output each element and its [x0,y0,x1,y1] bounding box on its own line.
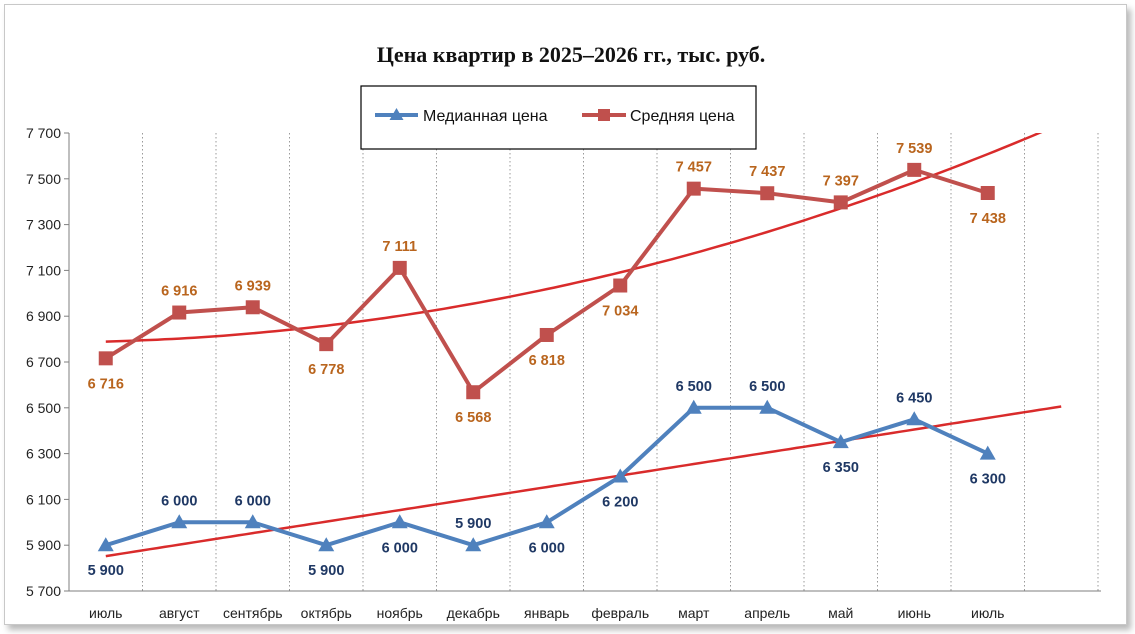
data-label-median: 6 200 [602,495,638,511]
x-tick-label: январь [524,605,569,621]
marker-mean [686,181,701,196]
x-tick-label: май [828,605,853,621]
data-label-mean: 7 438 [970,211,1006,227]
marker-mean [466,385,481,400]
data-label-mean: 7 437 [749,164,785,180]
data-label-mean: 7 111 [382,239,417,255]
x-tick-label: декабрь [447,605,500,621]
marker-mean [539,327,554,342]
data-label-mean: 6 778 [308,362,344,378]
x-axis-ticks: июль август сентябрь октябрь ноябрь декабрь ян… [89,605,1004,621]
data-labels: 5 900 6 000 6 000 5 900 6 000 5 900 6 000 6 200… [88,141,1006,579]
marker-mean [98,351,113,366]
marker-mean [245,300,260,315]
y-tick-label: 5 900 [26,537,61,553]
y-tick-label: 6 300 [26,446,61,462]
chart-frame: Цена квартир в 2025–2026 гг., тыс. руб. … [4,4,1127,625]
marker-mean [833,195,848,210]
series-markers [97,162,996,552]
data-label-median: 6 000 [235,493,271,509]
y-tick-label: 6 500 [26,400,61,416]
legend-label-mean: Средняя цена [630,108,735,125]
data-label-mean: 6 716 [88,376,124,392]
legend-swatch-mean-marker [598,109,610,121]
data-label-median: 6 350 [823,460,859,476]
data-label-median: 6 000 [382,540,418,556]
y-tick-label: 6 700 [26,354,61,370]
x-tick-label: апрель [744,605,790,621]
y-tick-label: 7 300 [26,217,61,233]
marker-median [612,468,629,483]
y-tick-label: 6 100 [26,491,61,507]
data-label-mean: 6 939 [235,278,271,294]
marker-median [979,445,996,460]
trendline-median [105,405,1062,558]
y-tick-label: 7 500 [26,171,61,187]
data-label-median: 5 900 [88,563,124,579]
marker-median [685,399,702,414]
marker-median [906,411,923,426]
marker-mean [907,162,922,177]
x-tick-label: июль [971,605,1004,621]
trendline-mean [105,133,1043,343]
data-label-mean: 7 034 [602,304,638,320]
grid-lines [142,133,1099,591]
price-chart: Цена квартир в 2025–2026 гг., тыс. руб. … [26,42,1101,621]
data-label-median: 5 900 [308,563,344,579]
marker-median [759,399,776,414]
marker-median [538,514,555,529]
x-tick-label: октябрь [301,605,352,621]
marker-median [391,514,408,529]
legend-swatch-median-marker [389,108,404,120]
marker-median [97,537,114,552]
marker-median [832,434,849,449]
data-label-median: 6 500 [749,379,785,395]
marker-mean [760,186,775,201]
marker-mean [319,337,334,352]
x-tick-label: ноябрь [377,605,423,621]
marker-mean [392,260,407,275]
marker-mean [172,305,187,320]
marker-median [318,537,335,552]
data-label-mean: 6 916 [161,284,197,300]
data-label-mean: 7 457 [676,160,712,176]
data-label-mean: 7 397 [823,173,859,189]
y-tick-label: 7 700 [26,125,61,141]
legend: Медианная цена Средняя цена [360,85,757,150]
data-label-mean: 6 568 [455,410,491,426]
x-tick-label: февраль [591,605,649,621]
y-tick-label: 6 900 [26,308,61,324]
data-label-mean: 6 818 [529,353,565,369]
trendlines [105,133,1062,558]
x-tick-label: март [678,605,710,621]
data-label-median: 6 450 [896,390,932,406]
y-axis-ticks: 5 700 5 900 6 100 6 300 6 500 6 700 6 900 7 100… [26,125,69,599]
legend-label-median: Медианная цена [423,108,548,125]
x-tick-label: сентябрь [223,605,283,621]
marker-median [244,514,261,529]
data-label-median: 6 500 [676,379,712,395]
data-label-median: 6 300 [970,472,1006,488]
x-tick-label: июль [89,605,122,621]
data-label-mean: 7 539 [896,141,932,157]
marker-median [465,537,482,552]
data-label-median: 5 900 [455,516,491,532]
x-tick-label: июнь [898,605,931,621]
marker-mean [613,278,628,293]
chart-title: Цена квартир в 2025–2026 гг., тыс. руб. [377,42,766,67]
data-label-median: 6 000 [161,493,197,509]
marker-mean [980,185,995,200]
x-tick-label: август [159,605,200,621]
y-tick-label: 7 100 [26,262,61,278]
legend-box [360,85,757,150]
marker-median [171,514,188,529]
data-label-median: 6 000 [529,540,565,556]
y-tick-label: 5 700 [26,583,61,599]
